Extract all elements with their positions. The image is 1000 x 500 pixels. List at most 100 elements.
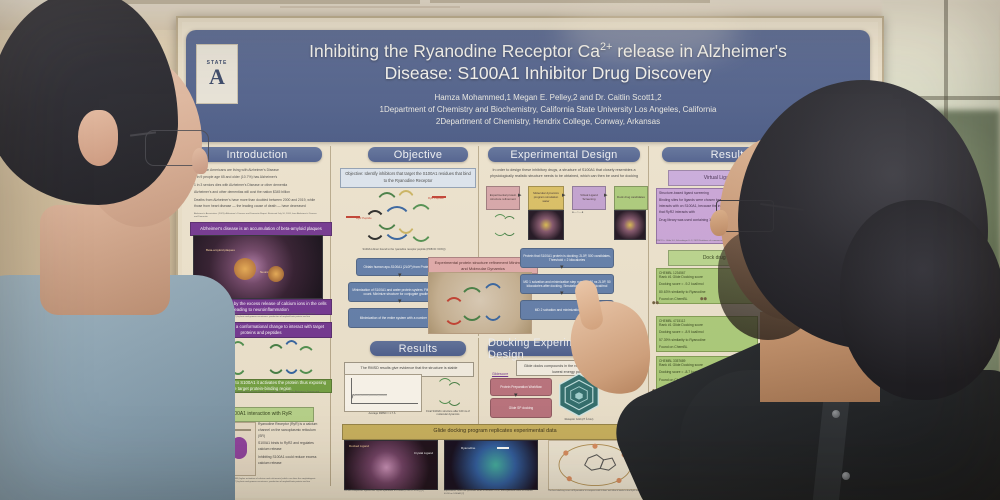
- introduction-bottom-note: Ca2+ ions are released through the ER an…: [192, 478, 316, 483]
- vls-note-1: Binding sites for ligands were chosen ba…: [659, 198, 769, 215]
- person-left: [0, 0, 235, 500]
- poster-affiliation-2: 2Department of Chemistry, Hendrix Colleg…: [435, 117, 661, 126]
- objective-title: Objective: [393, 148, 443, 161]
- glide-image-2-caption: The best docking score of Ryanodine to c…: [548, 490, 639, 492]
- poster-affiliation-1: 1Department of Chemistry and Biochemistr…: [379, 105, 717, 114]
- person-right-hair-lower: [840, 200, 1000, 400]
- vls-note-2: Drug library was used containing 1172 FD…: [659, 217, 749, 222]
- person-right-nose: [710, 210, 728, 236]
- glide-image-1-arrow: [497, 447, 509, 449]
- person-left-glasses: [145, 130, 209, 166]
- ed-md-thumb: [528, 210, 564, 240]
- ryr-notes: Ryanodine Receptor (RyR) is a calcium ch…: [258, 422, 322, 468]
- candidate-2-line-1: Docking score = -8.7 kcal/mol: [659, 370, 704, 375]
- ed-flow-0: Protein that S100A1 protein is docking: …: [520, 248, 614, 268]
- molecule-sketch: ⬢⬢: [700, 296, 707, 301]
- candidate-1-line-2: 57.39% similarity to Ryanodine: [659, 337, 706, 342]
- arrow-right-peptide: [432, 196, 446, 198]
- column-divider: [330, 146, 331, 486]
- candidate-0-line-2: 80.63% similarity to Ryanodine: [659, 289, 706, 294]
- flow-arrow-down-icon: ▾: [514, 392, 518, 399]
- candidate-0-line-3: Found on ChemBL: [659, 297, 688, 302]
- vls-reference: ZINC15 + Glide 5.0, Schrodinger LLC; 202…: [656, 240, 766, 242]
- glide-image-1-caption: Experiments show that ryanodine binds to…: [444, 490, 533, 495]
- glide-image-1-label: Ryanodine: [461, 446, 476, 450]
- candidate-1-name: CHEMBL 4715112: [659, 319, 686, 323]
- experimental-design-intro: In order to design these inhibitory drug…: [490, 168, 638, 178]
- hand: [560, 291, 662, 405]
- candidate-1-line-1: Docking score = -8.9 kcal/mol: [659, 330, 704, 335]
- introduction-footnote: Ca2+ ions are released through the ER an…: [192, 313, 316, 318]
- flow-arrow-down-icon: ▾: [560, 264, 564, 271]
- objective-statement: Objective: Identify inhibitors that targ…: [340, 168, 476, 188]
- candidate-0-line-1: Docking score = -9.2 kcal/mol: [659, 282, 704, 287]
- candidate-1-lines: Rank #1 Glide Docking score Docking scor…: [659, 323, 755, 351]
- university-logo: STATE A: [196, 44, 238, 104]
- poster-title-superscript: 2+: [599, 41, 613, 54]
- glide-image-1: Ryanodine: [444, 440, 538, 490]
- candidate-1-line-0: Rank #1 Glide Docking score: [659, 323, 703, 327]
- column-divider: [478, 146, 479, 336]
- objective-label-left: RyR Peptide: [356, 216, 372, 220]
- shirt-button: [832, 410, 840, 418]
- final-structure-caption: Final S100A1 structure after 100 ns of m…: [426, 410, 470, 416]
- intro-bullet-0: 6.7 million Americans are living with Al…: [194, 168, 279, 172]
- intro-bullet-2: 1 in 3 seniors dies with Alzheimer's Dis…: [194, 182, 288, 187]
- poster-title-line2: Disease: S100A1 Inhibitor Drug Discovery: [384, 63, 712, 84]
- section-header-introduction: Introduction: [192, 147, 322, 162]
- objective-figure-caption: S100A1 dimer bound to the ryanodine rece…: [362, 248, 446, 251]
- candidate-2-line-0: Rank #1 Glide Docking score: [659, 363, 703, 367]
- objective-structure-figure: RyR Peptide RyR Peptide: [356, 188, 452, 244]
- poster-title: Inhibiting the Ryanodine Receptor Ca2+ r…: [246, 40, 850, 85]
- results-bottom-title: Results: [398, 342, 438, 355]
- poster-authors: Hamza Mohammed,1 Megan E. Pelley,2 and D…: [434, 93, 662, 102]
- objective-label-right: RyR Peptide: [428, 196, 444, 200]
- ed-step-1: Molecular dynamics program simulation wa…: [528, 186, 564, 210]
- glide-image-0: Docked Ligand Crystal Ligand: [344, 440, 438, 490]
- column-divider: [478, 338, 479, 486]
- molecule-sketch: ⬢⬢: [652, 300, 659, 305]
- image-label-plaque: Beta-amyloid plaques: [206, 248, 235, 252]
- poster-title-part2: release in Alzheimer's: [612, 41, 787, 61]
- candidate-0-lines: Rank #1 Glide Docking score Docking scor…: [659, 275, 755, 303]
- person-left-hair: [0, 0, 178, 205]
- docking-flow-red-1: Glide SP docking: [490, 398, 552, 418]
- section-header-results-bottom: Results: [370, 341, 466, 356]
- person-left-ear: [78, 110, 118, 166]
- docking-subtitle: Glidescore: [492, 372, 509, 376]
- ceiling-beam: [120, 0, 420, 4]
- flow-arrow-down-icon: ▾: [398, 298, 402, 305]
- rmsd-chart-caption: Average RMSD = 1.7 Å: [368, 412, 396, 415]
- docking-flow-red-0: Protein Preparation Workflow: [490, 378, 552, 396]
- intro-bullet-4: Deaths from Alzheimer's have more than d…: [194, 197, 316, 208]
- intro-bullet-1: 1 in 9 people age 65 and older (10.7%) h…: [194, 175, 278, 180]
- poster-header: STATE A Inhibiting the Ryanodine Recepto…: [186, 30, 870, 142]
- experimental-design-title: Experimental Design: [510, 148, 618, 161]
- glide-image-0-label-top: Docked Ligand: [349, 444, 370, 448]
- candidate-2-name: CHEMBL 3357689: [659, 359, 686, 363]
- plaque-blob: [268, 266, 284, 282]
- chart-y-axis: [351, 378, 352, 404]
- ceiling-beam: [280, 6, 460, 8]
- window-mullion: [882, 96, 1000, 100]
- glide-image-0-label-right: Crystal Ligand: [413, 451, 433, 455]
- ryr-note-1: S100A1 binds to RyR2 and regulates calci…: [258, 441, 314, 452]
- logo-arc-text: STATE: [206, 60, 228, 66]
- flow-arrow-right-icon: ▸: [604, 192, 608, 199]
- section-header-objective: Objective: [368, 147, 468, 162]
- ed-step-3: Dock drug candidates: [614, 186, 648, 210]
- s100a1-ribbon-figure-2: [262, 338, 320, 376]
- logo-letter: A: [209, 64, 225, 89]
- introduction-reference: Alzheimer's Association. (2023). Alzheim…: [194, 213, 317, 218]
- ed-dock-thumb: [614, 210, 646, 240]
- receptor-grid-label: Receptor Grid (27 Å box): [564, 418, 594, 421]
- flow-arrow-right-icon: ▸: [518, 192, 522, 199]
- final-structure-figure: [428, 374, 468, 408]
- section-header-experimental-design: Experimental Design: [488, 147, 640, 162]
- rmsd-trace: [352, 393, 387, 399]
- ceiling-beam: [430, 0, 710, 3]
- poster-authors-block: Hamza Mohammed,1 Megan E. Pelley,2 and D…: [246, 92, 850, 128]
- person-right: [680, 80, 1000, 500]
- flow-arrow-right-icon: ▸: [562, 192, 566, 199]
